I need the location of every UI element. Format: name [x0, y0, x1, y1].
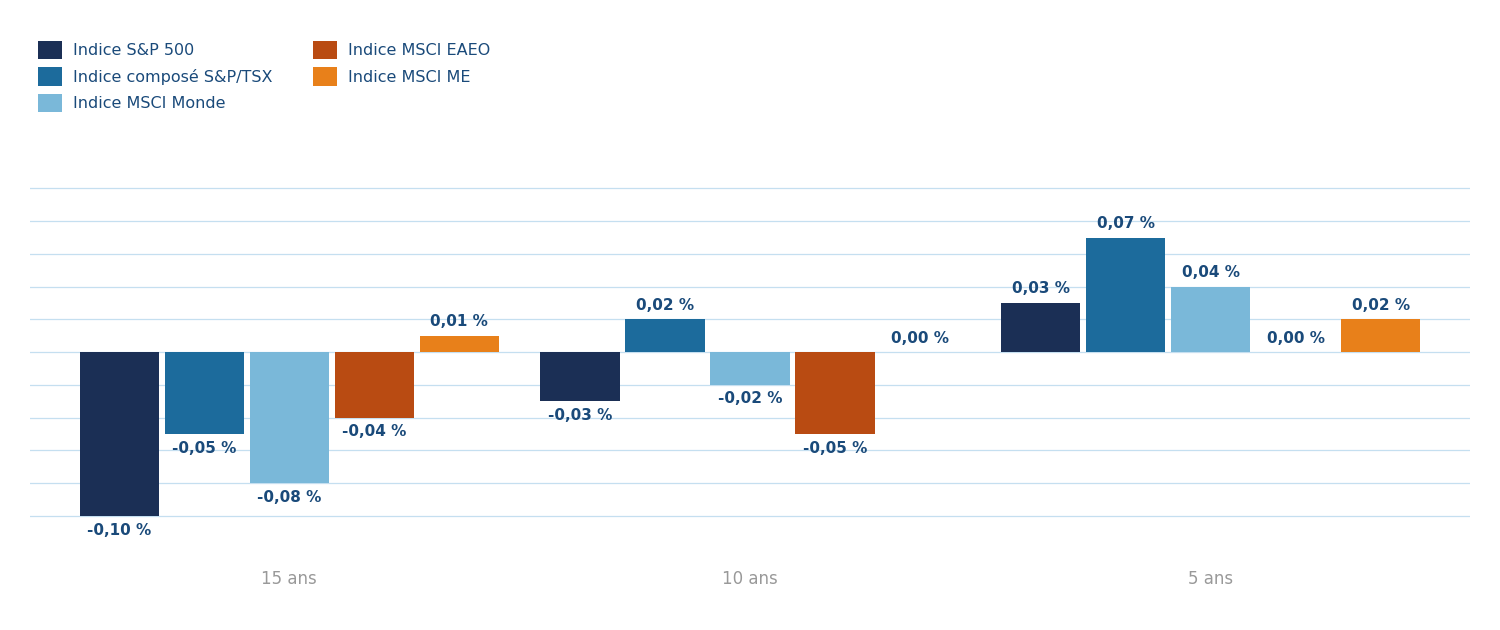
Text: -0,10 %: -0,10 % [87, 522, 152, 537]
Bar [711, 352, 789, 385]
Bar [249, 352, 328, 483]
Bar [540, 352, 620, 401]
Bar [1086, 238, 1166, 352]
Text: -0,08 %: -0,08 % [256, 490, 321, 505]
Bar [420, 336, 498, 352]
Bar [165, 352, 244, 434]
Text: -0,05 %: -0,05 % [172, 440, 237, 455]
Text: 10 ans: 10 ans [722, 570, 778, 588]
Text: 0,00 %: 0,00 % [1268, 331, 1324, 346]
Bar [80, 352, 159, 516]
Text: -0,04 %: -0,04 % [342, 424, 406, 439]
Text: -0,05 %: -0,05 % [802, 440, 867, 455]
Text: 0,04 %: 0,04 % [1182, 265, 1240, 280]
Text: 0,02 %: 0,02 % [1352, 298, 1410, 313]
Bar [626, 319, 705, 352]
Text: 0,07 %: 0,07 % [1096, 216, 1155, 231]
Text: -0,02 %: -0,02 % [717, 391, 783, 406]
Bar [1172, 287, 1251, 352]
Text: 0,02 %: 0,02 % [636, 298, 694, 313]
Bar [1002, 303, 1080, 352]
Text: 0,03 %: 0,03 % [1013, 282, 1070, 297]
Text: 5 ans: 5 ans [1188, 570, 1233, 588]
Text: 0,01 %: 0,01 % [430, 314, 488, 329]
Bar [1341, 319, 1420, 352]
Text: 0,00 %: 0,00 % [891, 331, 950, 346]
Bar [334, 352, 414, 418]
Legend: Indice S&P 500, Indice composé S&P/TSX, Indice MSCI Monde, Indice MSCI EAEO, Ind: Indice S&P 500, Indice composé S&P/TSX, … [38, 41, 490, 112]
Text: -0,03 %: -0,03 % [548, 408, 612, 423]
Bar [795, 352, 874, 434]
Text: 15 ans: 15 ans [261, 570, 316, 588]
